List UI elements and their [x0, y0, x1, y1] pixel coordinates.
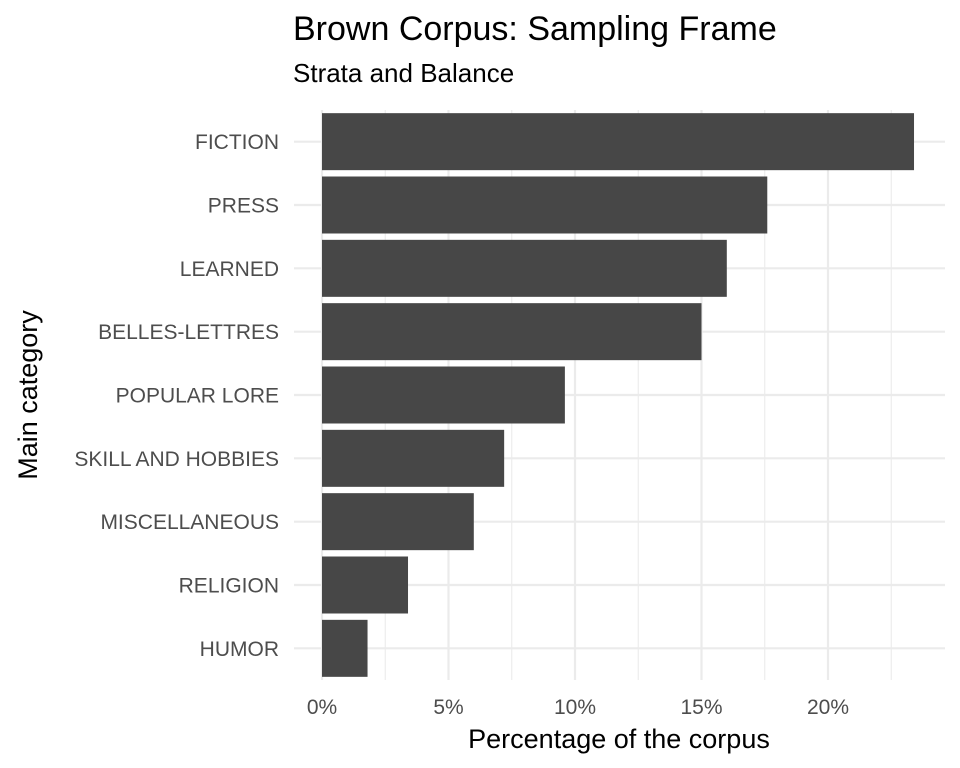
x-tick-label: 15% — [680, 696, 722, 719]
y-tick-label: LEARNED — [180, 258, 279, 281]
bar-miscellaneous — [322, 493, 474, 551]
y-tick-labels: FICTION PRESS LEARNED BELLES-LETTRES POPULAR… — [74, 131, 279, 661]
y-tick-label: SKILL AND HOBBIES — [74, 448, 279, 471]
x-tick-label: 0% — [307, 696, 337, 719]
x-tick-label: 10% — [554, 696, 596, 719]
bar-learned — [322, 239, 727, 297]
bar-religion — [322, 556, 409, 614]
x-tick-label: 20% — [807, 696, 849, 719]
y-axis-title: Main category — [13, 310, 43, 480]
chart-subtitle: Strata and Balance — [293, 58, 514, 88]
y-tick-label: RELIGION — [179, 575, 279, 598]
bar-skill-and-hobbies — [322, 429, 505, 487]
x-axis-title: Percentage of the corpus — [468, 724, 770, 754]
bar-humor — [322, 619, 368, 677]
y-tick-label: MISCELLANEOUS — [100, 511, 279, 534]
chart-title: Brown Corpus: Sampling Frame — [293, 10, 777, 48]
x-tick-label: 5% — [433, 696, 463, 719]
bar-fiction — [322, 113, 915, 171]
y-tick-label: HUMOR — [200, 638, 279, 661]
bar-press — [322, 176, 768, 234]
y-tick-label: POPULAR LORE — [116, 385, 279, 408]
y-tick-label: PRESS — [208, 195, 279, 218]
y-tick-label: BELLES-LETTRES — [98, 321, 279, 344]
x-tick-labels: 0% 5% 10% 15% 20% — [307, 696, 849, 719]
bars — [322, 113, 915, 677]
bar-popular-lore — [322, 366, 565, 424]
bar-belles-lettres — [322, 303, 702, 361]
y-tick-label: FICTION — [195, 131, 279, 154]
